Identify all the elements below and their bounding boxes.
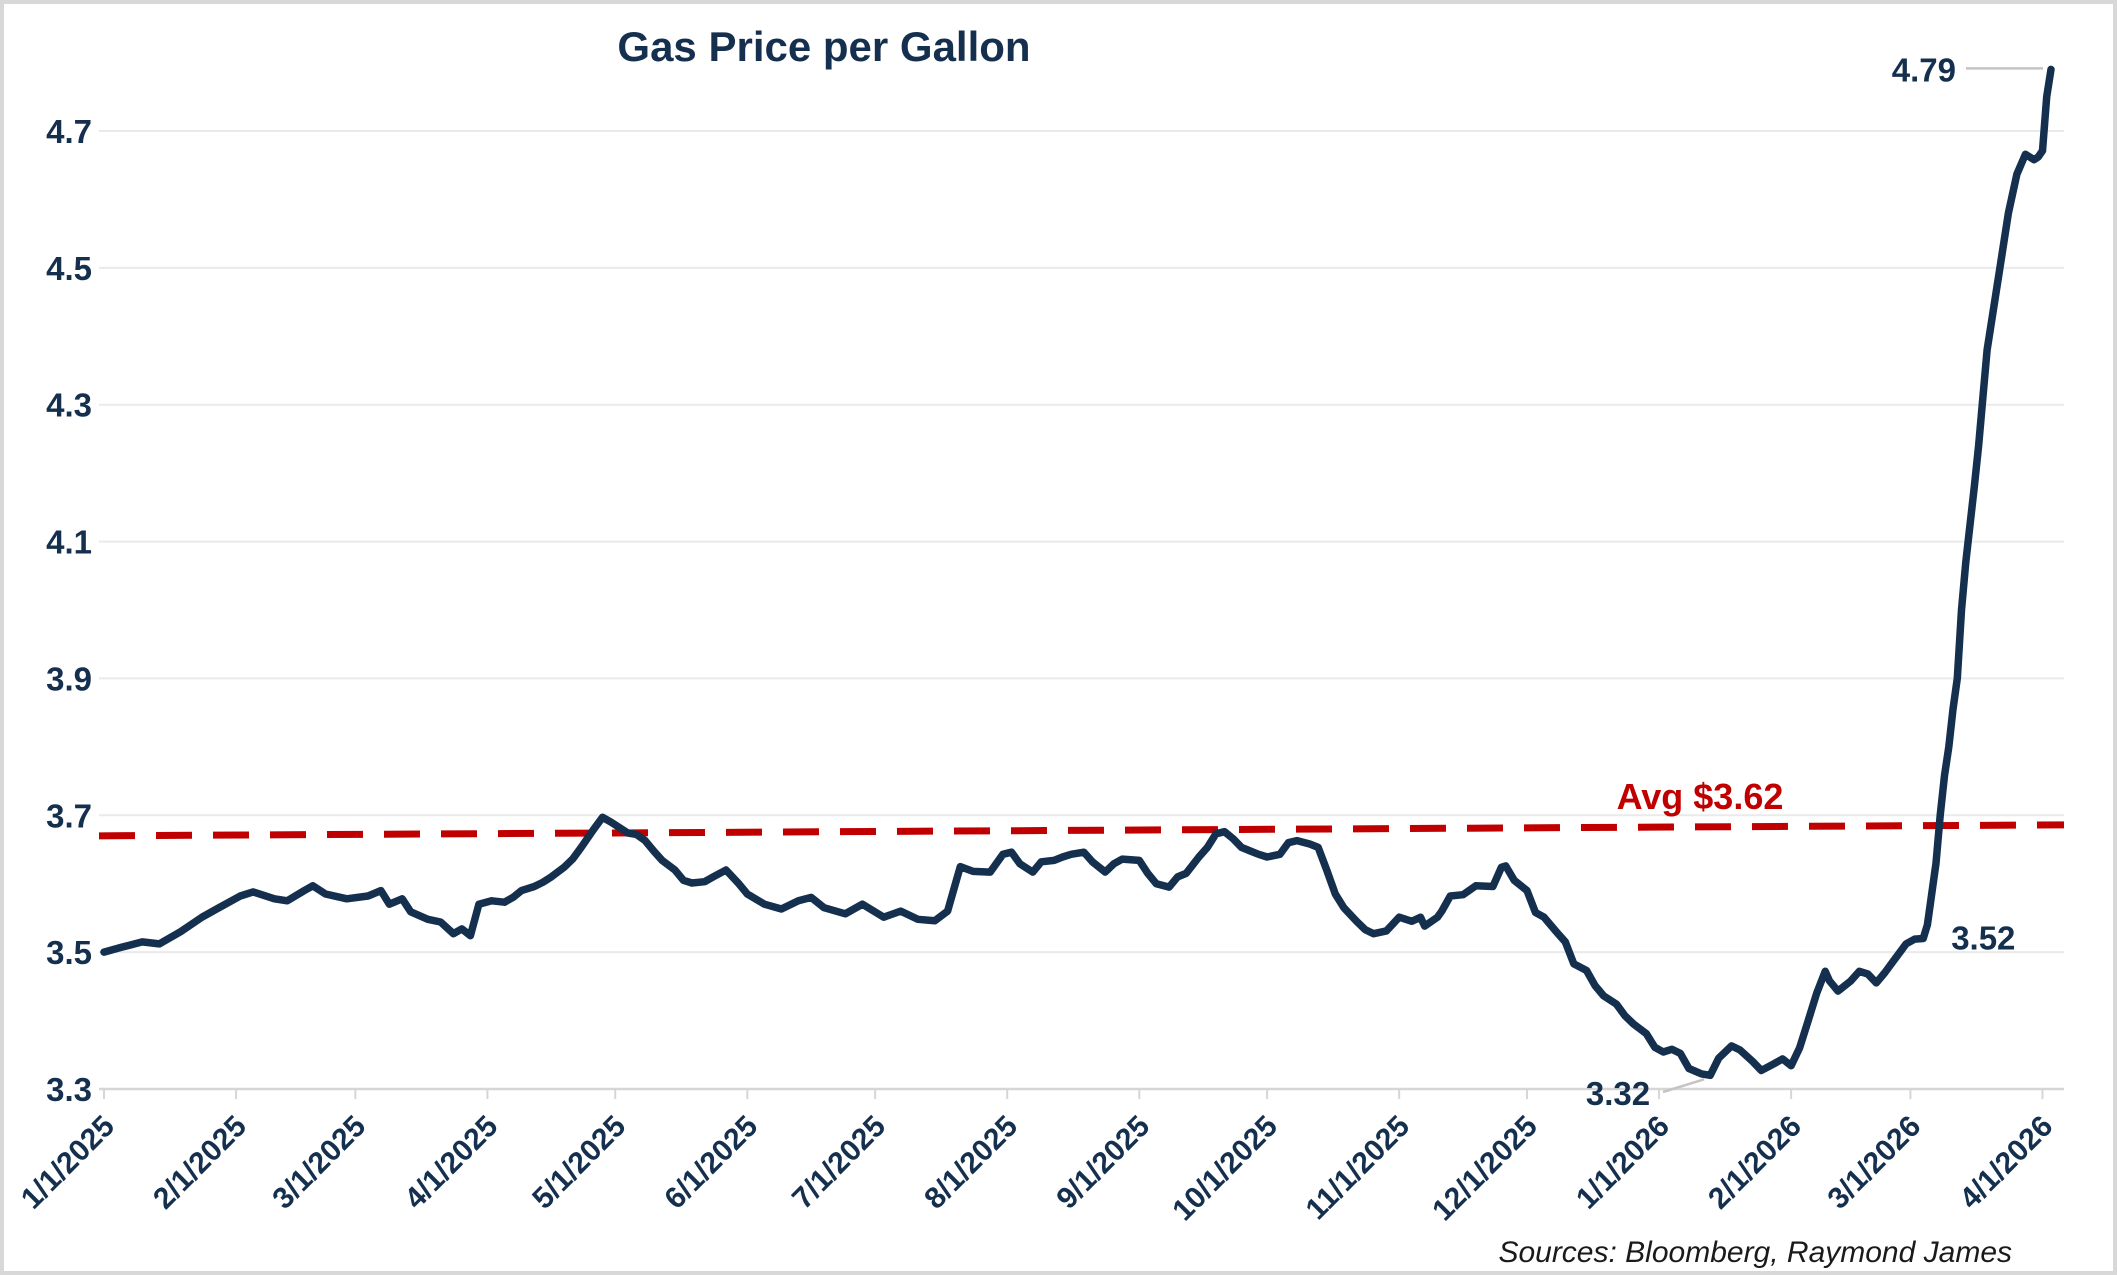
x-tick-label: 4/1/2026 [1954,1110,2060,1216]
y-tick-label: 3.5 [46,934,92,971]
y-tick-label: 4.7 [46,113,92,150]
x-tick-label: 4/1/2025 [398,1110,504,1216]
x-tick-label: 11/1/2025 [1300,1110,1417,1227]
x-tick-label: 10/1/2025 [1166,1110,1284,1228]
x-tick-label: 6/1/2025 [658,1110,764,1216]
x-tick-label: 5/1/2025 [526,1110,632,1216]
average-line-label: Avg $3.62 [1617,776,1784,817]
x-tick-label: 1/1/2025 [15,1110,121,1216]
x-tick-label: 3/1/2026 [1821,1110,1927,1216]
x-axis-labels: 1/1/2025 2/1/2025 3/1/2025 4/1/2025 5/1/2025… [15,1110,2059,1228]
low-annotation-leader-line [1662,1078,1705,1094]
y-gridlines [99,130,2064,1091]
x-tick-label: 1/1/2026 [1570,1110,1676,1216]
x-tick-label: 2/1/2026 [1702,1110,1808,1216]
price-line [100,65,2055,1080]
x-tick-label: 9/1/2025 [1050,1110,1156,1216]
x-tick-label: 2/1/2025 [147,1110,253,1216]
y-tick-label: 4.3 [46,387,92,424]
chart-canvas: 3.33.53.73.94.14.34.54.7 1/1/2025 2/1/202… [15,23,2065,1269]
annotation-high-value: 4.79 [1892,51,1956,88]
x-tick-label: 7/1/2025 [786,1110,892,1216]
y-tick-label: 3.9 [46,660,92,697]
x-tick-label: 12/1/2025 [1426,1110,1544,1228]
source-note: Sources: Bloomberg, Raymond James [1498,1236,2012,1269]
y-tick-label: 4.5 [46,250,92,287]
x-axis [103,1089,2044,1099]
annotation-prespike-value: 3.52 [1951,919,2015,956]
chart-title: Gas Price per Gallon [617,23,1030,70]
y-tick-label: 3.3 [46,1071,92,1108]
y-tick-label: 3.7 [46,797,92,834]
x-tick-label: 8/1/2025 [918,1110,1024,1216]
y-tick-label: 4.1 [46,524,92,561]
y-axis-labels: 3.3 3.5 3.7 3.9 4.1 4.3 4.5 4.7 [46,113,92,1108]
x-tick-label: 3/1/2025 [266,1110,372,1216]
annotation-low-value: 3.32 [1586,1075,1650,1112]
average-dashed-line [98,821,2065,840]
